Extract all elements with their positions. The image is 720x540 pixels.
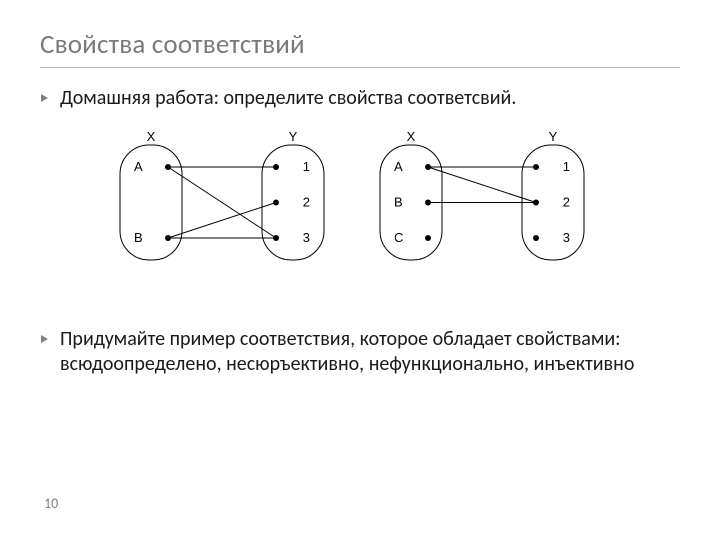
svg-text:B: B [134,230,143,245]
bullet-text-1: Домашняя работа: определите свойства соо… [60,86,516,111]
svg-text:Y: Y [289,129,298,144]
slide-title: Свойства соответствий [40,28,680,68]
diagrams-container: X Y A B 1 2 3 X Y A B C 1 2 3 [110,127,680,267]
svg-text:A: A [394,159,403,174]
svg-text:1: 1 [563,159,570,174]
bullet-text-2: Придумайте пример соответствия, которое … [60,327,680,377]
triangle-bullet-icon [40,93,50,103]
svg-text:2: 2 [303,195,310,210]
mapping-diagram-right: X Y A B C 1 2 3 [370,127,600,267]
svg-text:3: 3 [563,230,570,245]
bullet-item-1: Домашняя работа: определите свойства соо… [40,86,680,111]
svg-text:2: 2 [563,195,570,210]
svg-text:C: C [394,230,403,245]
bullet-item-2: Придумайте пример соответствия, которое … [40,327,680,377]
svg-text:3: 3 [303,230,310,245]
svg-text:B: B [394,195,403,210]
mapping-diagram-left: X Y A B 1 2 3 [110,127,340,267]
svg-text:Y: Y [549,129,558,144]
svg-text:X: X [147,129,156,144]
triangle-bullet-icon [40,334,50,344]
svg-text:A: A [134,159,143,174]
svg-text:1: 1 [303,159,310,174]
page-number: 10 [44,495,58,512]
svg-text:X: X [407,129,416,144]
